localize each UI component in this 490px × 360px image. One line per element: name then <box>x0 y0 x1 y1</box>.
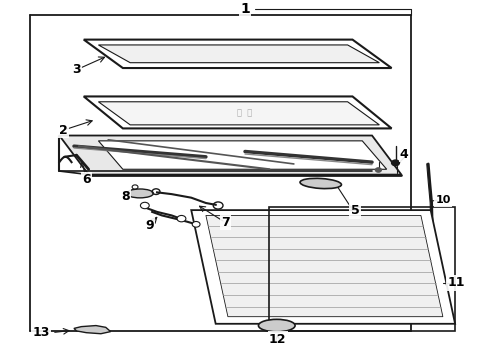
Text: 8: 8 <box>121 190 129 203</box>
Circle shape <box>392 160 399 166</box>
Text: 5: 5 <box>350 204 359 217</box>
Text: 13: 13 <box>32 326 49 339</box>
Text: 9: 9 <box>146 219 154 231</box>
Ellipse shape <box>126 189 153 198</box>
Text: 6: 6 <box>82 174 91 186</box>
Text: 12: 12 <box>269 333 287 346</box>
Text: 2: 2 <box>59 124 68 137</box>
Text: 11: 11 <box>447 276 465 289</box>
Circle shape <box>177 215 186 222</box>
Ellipse shape <box>300 178 342 189</box>
Polygon shape <box>84 96 392 129</box>
Polygon shape <box>98 102 379 125</box>
Text: 10: 10 <box>435 195 451 205</box>
Polygon shape <box>206 215 443 317</box>
Polygon shape <box>84 40 392 68</box>
Polygon shape <box>59 135 401 175</box>
Text: 7: 7 <box>221 216 230 229</box>
Circle shape <box>375 168 381 172</box>
Polygon shape <box>191 210 455 324</box>
Text: 1: 1 <box>240 2 250 16</box>
Text: 𝄁  𝄁: 𝄁 𝄁 <box>237 109 253 118</box>
Text: 3: 3 <box>72 63 81 76</box>
Polygon shape <box>98 45 379 63</box>
Circle shape <box>141 202 149 209</box>
Text: 4: 4 <box>400 148 409 161</box>
Ellipse shape <box>258 319 295 332</box>
Circle shape <box>192 221 200 227</box>
Polygon shape <box>98 141 387 169</box>
Polygon shape <box>74 325 111 334</box>
